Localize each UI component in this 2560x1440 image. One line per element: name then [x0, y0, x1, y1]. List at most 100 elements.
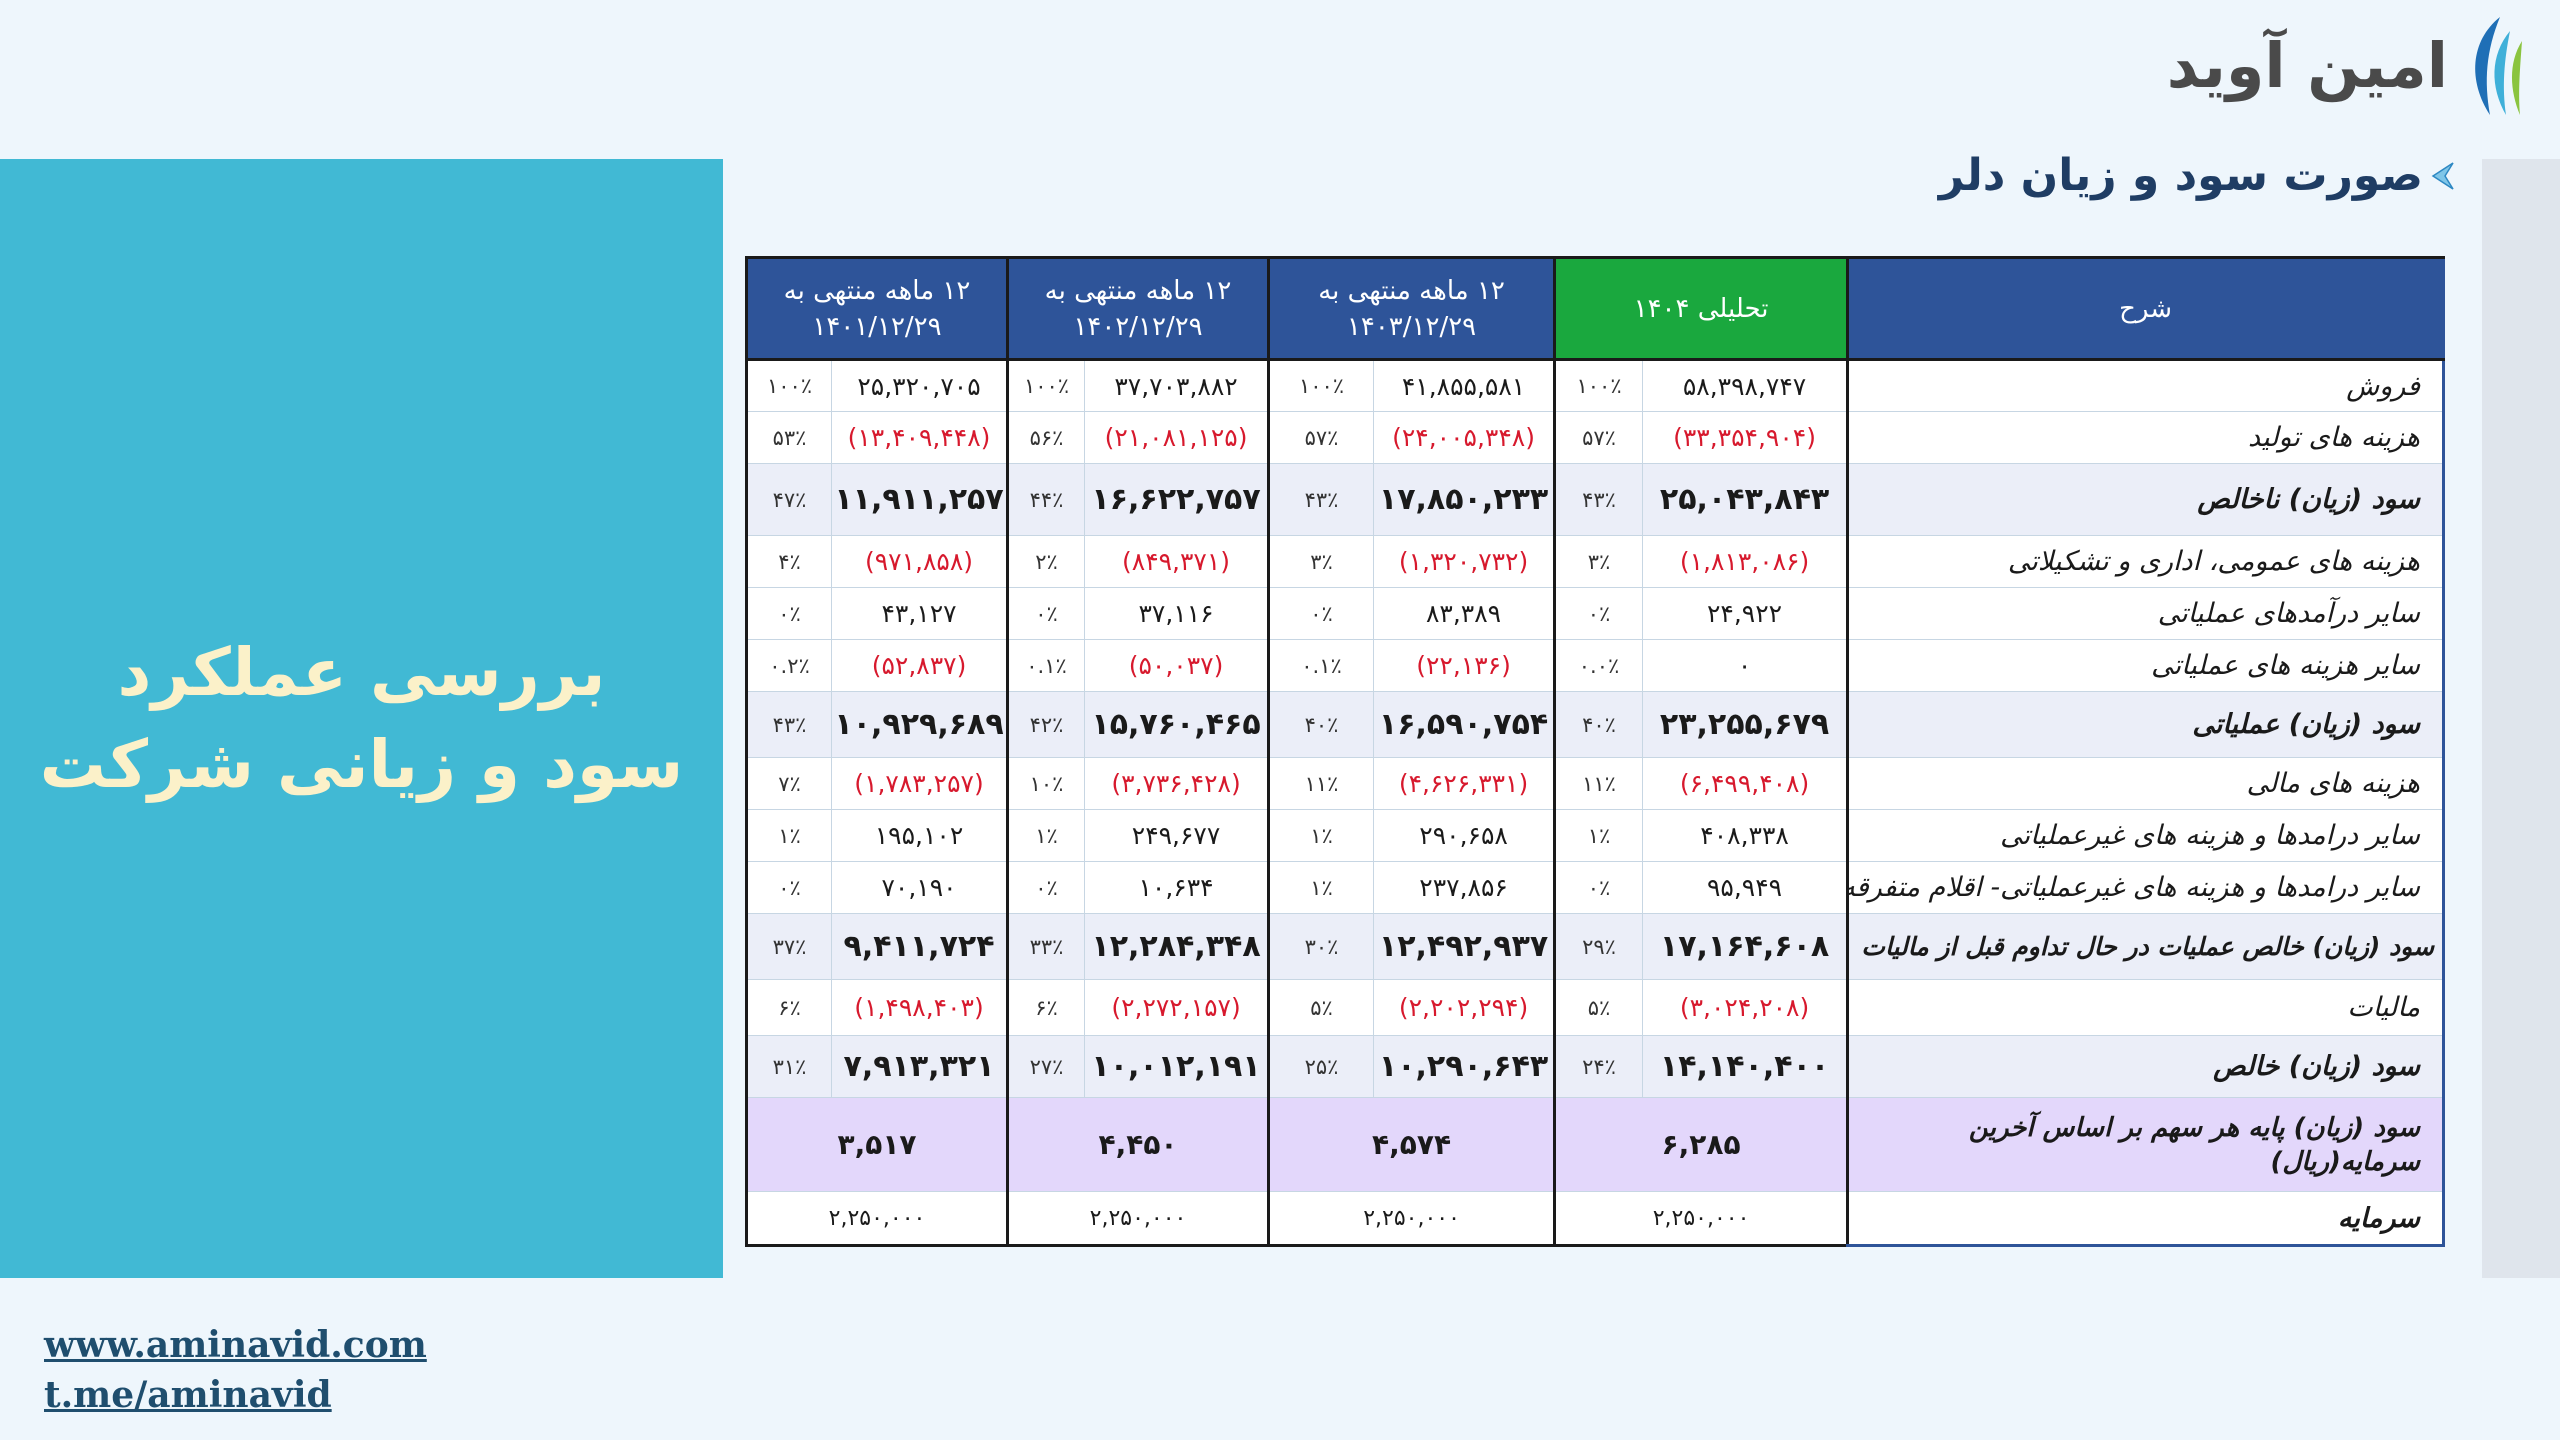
- cell-value: (۲۴,۰۰۵,۳۴۸): [1373, 411, 1556, 464]
- cell-value: ۱۲,۲۸۴,۳۴۸: [1084, 913, 1270, 980]
- panel-title-line1: بررسی عملکرد: [117, 633, 606, 711]
- cell-value: (۶,۴۹۹,۴۰۸): [1642, 757, 1850, 810]
- cell-value: ۱۹۵,۱۰۲: [831, 809, 1009, 862]
- cell-value: ۰: [1642, 639, 1850, 692]
- cell-value: ۲۳,۲۵۵,۶۷۹: [1642, 691, 1850, 758]
- cell-percent: ۱٪: [1267, 809, 1375, 862]
- cell-percent: ۴۲٪: [1006, 691, 1086, 758]
- cell-value: ۲۴۹,۶۷۷: [1084, 809, 1270, 862]
- table-row: سایر درامدها و هزینه های غیرعملیاتی- اقل…: [744, 861, 2446, 914]
- cell-percent: ۲۷٪: [1006, 1035, 1086, 1098]
- cell-percent: ۱٪: [744, 809, 833, 862]
- arrow-bullet-icon: [2431, 161, 2454, 190]
- cell-value: (۳۳,۳۵۴,۹۰۴): [1642, 411, 1850, 464]
- header-col-1403: ۱۲ ماهه منتهی به ۱۴۰۳/۱۲/۲۹: [1267, 256, 1557, 361]
- cell-percent: ۶٪: [1006, 979, 1086, 1036]
- cell-value: ۱۰,۹۲۹,۶۸۹: [831, 691, 1009, 758]
- logo-text: امین آوید: [2166, 29, 2448, 102]
- cell-value: (۲,۲۷۲,۱۵۷): [1084, 979, 1270, 1036]
- cell-percent: ۰٪: [1006, 861, 1086, 914]
- table-row: سایر درآمدهای عملیاتی ۲۴,۹۲۲ ۰٪ ۸۳,۳۸۹ ۰…: [744, 587, 2446, 640]
- cell-percent: ۷٪: [744, 757, 833, 810]
- eps-value-1404: ۶,۲۸۵: [1553, 1097, 1850, 1192]
- cell-percent: ۳٪: [1553, 535, 1644, 588]
- left-title-panel: بررسی عملکرد سود و زیانی شرکت: [0, 159, 723, 1278]
- cell-value: ۲۴,۹۲۲: [1642, 587, 1850, 640]
- table-row: سایر درامدها و هزینه های غیرعملیاتی ۴۰۸,…: [744, 809, 2446, 862]
- cell-value: ۲۵,۰۴۳,۸۴۳: [1642, 463, 1850, 536]
- cell-value: ۱۶,۶۲۲,۷۵۷: [1084, 463, 1270, 536]
- cell-value: ۴۱,۸۵۵,۵۸۱: [1373, 359, 1556, 412]
- capital-row: سرمایه ۲,۲۵۰,۰۰۰ ۲,۲۵۰,۰۰۰ ۲,۲۵۰,۰۰۰ ۲,۲…: [744, 1191, 2446, 1247]
- row-label: سایر درآمدهای عملیاتی: [1847, 587, 2446, 640]
- row-label: فروش: [1847, 359, 2446, 412]
- cell-percent: ۱۱٪: [1267, 757, 1375, 810]
- cell-value: (۲۱,۰۸۱,۱۲۵): [1084, 411, 1270, 464]
- cell-value: ۹۵,۹۴۹: [1642, 861, 1850, 914]
- capital-label: سرمایه: [1847, 1191, 2446, 1247]
- cell-percent: ۰.۱٪: [1267, 639, 1375, 692]
- website-link[interactable]: www.aminavid.com: [44, 1324, 427, 1366]
- cell-percent: ۵٪: [1267, 979, 1375, 1036]
- cell-percent: ۰٪: [1553, 587, 1644, 640]
- row-label: مالیات: [1847, 979, 2446, 1036]
- cell-percent: ۰٪: [1553, 861, 1644, 914]
- cell-percent: ۵۳٪: [744, 411, 833, 464]
- cell-value: ۲۳۷,۸۵۶: [1373, 861, 1556, 914]
- table-row: هزینه های عمومی، اداری و تشکیلاتی (۱,۸۱۳…: [744, 535, 2446, 588]
- cell-percent: ۴۳٪: [1267, 463, 1375, 536]
- cell-value: ۳۷,۱۱۶: [1084, 587, 1270, 640]
- cell-value: ۱۷,۸۵۰,۲۳۳: [1373, 463, 1556, 536]
- cell-percent: ۰٪: [1006, 587, 1086, 640]
- cell-percent: ۵۶٪: [1006, 411, 1086, 464]
- cell-percent: ۱۰۰٪: [1553, 359, 1644, 412]
- cell-percent: ۳۳٪: [1006, 913, 1086, 980]
- cell-value: ۵۸,۳۹۸,۷۴۷: [1642, 359, 1850, 412]
- row-label: هزینه های مالی: [1847, 757, 2446, 810]
- table-row: مالیات (۳,۰۲۴,۲۰۸) ۵٪ (۲,۲۰۲,۲۹۴) ۵٪ (۲,…: [744, 979, 2446, 1036]
- cell-percent: ۳٪: [1267, 535, 1375, 588]
- table-row: هزینه های مالی (۶,۴۹۹,۴۰۸) ۱۱٪ (۴,۶۲۶,۳۳…: [744, 757, 2446, 810]
- cell-value: (۱,۷۸۳,۲۵۷): [831, 757, 1009, 810]
- cell-value: ۸۳,۳۸۹: [1373, 587, 1556, 640]
- cell-percent: ۴۳٪: [1553, 463, 1644, 536]
- row-label: هزینه های تولید: [1847, 411, 2446, 464]
- header-col-1404: تحلیلی ۱۴۰۴: [1553, 256, 1850, 361]
- section-heading: صورت سود و زیان دلر: [1939, 150, 2455, 201]
- cell-value: ۱۴,۱۴۰,۴۰۰: [1642, 1035, 1850, 1098]
- cell-value: ۲۹۰,۶۵۸: [1373, 809, 1556, 862]
- eps-value-1401: ۳,۵۱۷: [744, 1097, 1009, 1192]
- cell-percent: ۲۴٪: [1553, 1035, 1644, 1098]
- company-logo: امین آوید: [2120, 8, 2540, 123]
- cell-value: (۵۰,۰۳۷): [1084, 639, 1270, 692]
- cell-percent: ۰.۲٪: [744, 639, 833, 692]
- cell-percent: ۵۷٪: [1267, 411, 1375, 464]
- eps-value-1402: ۴,۴۵۰: [1006, 1097, 1270, 1192]
- cell-value: (۱,۴۹۸,۴۰۳): [831, 979, 1009, 1036]
- cell-value: ۷۰,۱۹۰: [831, 861, 1009, 914]
- telegram-link[interactable]: t.me/aminavid: [44, 1374, 332, 1416]
- capital-value-1401: ۲,۲۵۰,۰۰۰: [744, 1191, 1009, 1247]
- cell-percent: ۴۰٪: [1267, 691, 1375, 758]
- cell-percent: ۴۷٪: [744, 463, 833, 536]
- cell-percent: ۶٪: [744, 979, 833, 1036]
- table-row: سود (زیان) ناخالص ۲۵,۰۴۳,۸۴۳ ۴۳٪ ۱۷,۸۵۰,…: [744, 463, 2446, 536]
- capital-value-1404: ۲,۲۵۰,۰۰۰: [1553, 1191, 1850, 1247]
- cell-value: (۴,۶۲۶,۳۳۱): [1373, 757, 1556, 810]
- cell-percent: ۰.۱٪: [1006, 639, 1086, 692]
- cell-percent: ۱٪: [1006, 809, 1086, 862]
- cell-value: (۱,۸۱۳,۰۸۶): [1642, 535, 1850, 588]
- cell-value: ۲۵,۳۲۰,۷۰۵: [831, 359, 1009, 412]
- row-label: هزینه های عمومی، اداری و تشکیلاتی: [1847, 535, 2446, 588]
- cell-percent: ۳۰٪: [1267, 913, 1375, 980]
- income-statement-table-wrap: شرح تحلیلی ۱۴۰۴ ۱۲ ماهه منتهی به ۱۴۰۳/۱۲…: [744, 256, 2446, 1247]
- capital-value-1403: ۲,۲۵۰,۰۰۰: [1267, 1191, 1556, 1247]
- cell-value: ۳۷,۷۰۳,۸۸۲: [1084, 359, 1270, 412]
- cell-percent: ۱۱٪: [1553, 757, 1644, 810]
- cell-value: ۴۰۸,۳۳۸: [1642, 809, 1850, 862]
- cell-value: (۳,۷۳۶,۴۲۸): [1084, 757, 1270, 810]
- cell-value: ۱۵,۷۶۰,۴۶۵: [1084, 691, 1270, 758]
- panel-title-line2: سود و زیانی شرکت: [39, 725, 684, 803]
- cell-percent: ۴٪: [744, 535, 833, 588]
- table-row: سود (زیان) خالص ۱۴,۱۴۰,۴۰۰ ۲۴٪ ۱۰,۲۹۰,۶۴…: [744, 1035, 2446, 1098]
